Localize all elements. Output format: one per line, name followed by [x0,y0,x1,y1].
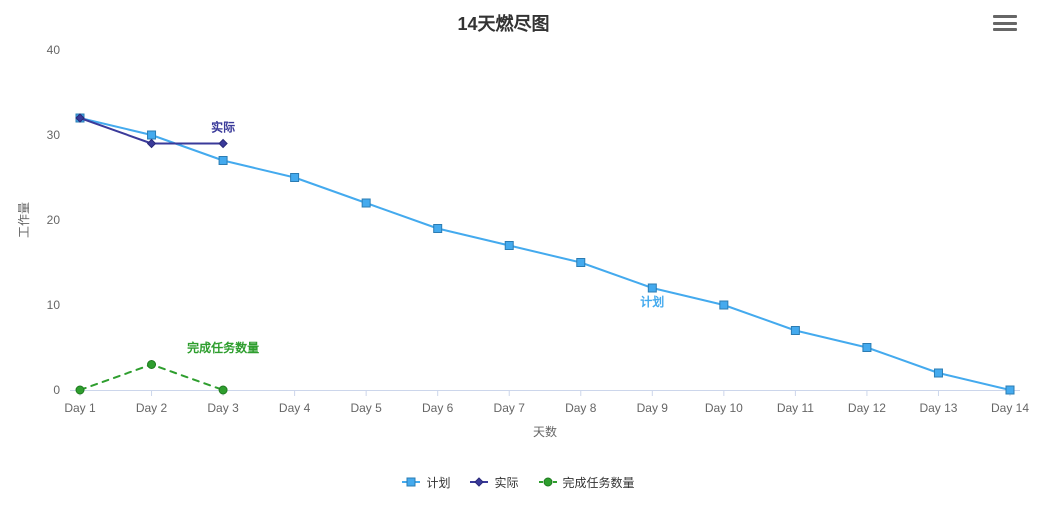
legend-symbol [470,475,488,489]
x-axis-tick-label: Day 9 [637,401,669,415]
y-axis-title: 工作量 [17,202,31,238]
series-marker[interactable] [291,174,299,182]
chart-legend: 计划 实际 完成任务数量 [0,474,1037,493]
x-axis-tick-label: Day 10 [705,401,743,415]
burndown-chart: 14天燃尽图 010203040Day 1Day 2Day 3Day 4Day … [0,0,1037,510]
legend-item[interactable]: 实际 [470,474,518,491]
series-inline-label: 实际 [211,120,235,135]
x-axis-tick-label: Day 12 [848,401,886,415]
series-marker[interactable] [434,225,442,233]
y-axis-tick-label: 10 [47,298,61,312]
x-axis-tick-label: Day 4 [279,401,311,415]
series-marker[interactable] [219,157,227,165]
y-axis-tick-label: 0 [53,383,60,397]
x-axis-tick-label: Day 8 [565,401,597,415]
legend-symbol [539,475,557,489]
legend-label: 计划 [426,474,450,491]
series-marker[interactable] [505,242,513,250]
series-marker[interactable] [219,386,227,394]
legend-label: 实际 [494,474,518,491]
series-marker[interactable] [148,140,156,148]
legend-symbol [402,475,420,489]
y-axis-tick-label: 30 [47,128,61,142]
x-axis-tick-label: Day 7 [494,401,526,415]
legend-item[interactable]: 计划 [402,474,450,491]
x-axis-tick-label: Day 1 [64,401,96,415]
legend-item[interactable]: 完成任务数量 [539,474,635,491]
series-marker[interactable] [219,140,227,148]
x-axis-title: 天数 [533,424,557,439]
series-marker[interactable] [1006,386,1014,394]
series-marker[interactable] [934,369,942,377]
series-marker[interactable] [577,259,585,267]
y-axis-tick-label: 40 [47,43,61,57]
series-marker[interactable] [76,386,84,394]
series-marker[interactable] [720,301,728,309]
series-marker[interactable] [362,199,370,207]
y-axis-tick-label: 20 [47,213,61,227]
series-marker[interactable] [148,131,156,139]
series-marker[interactable] [863,344,871,352]
legend-label: 完成任务数量 [563,474,635,491]
plot-area: 0 10 20 30 40 Day 1 Day 2 Day 3 Day 4 Day 5 Day 6 D… [0,0,1037,510]
series-marker[interactable] [648,284,656,292]
series-inline-label: 完成任务数量 [187,340,259,355]
x-axis-tick-label: Day 13 [919,401,957,415]
series-marker[interactable] [791,327,799,335]
series-inline-label: 计划 [640,294,664,309]
x-axis-tick-label: Day 11 [777,401,814,415]
x-axis-tick-label: Day 2 [136,401,168,415]
x-axis-tick-label: Day 5 [350,401,382,415]
x-axis-tick-label: Day 14 [991,401,1029,415]
series-marker[interactable] [148,361,156,369]
x-axis-tick-label: Day 3 [207,401,239,415]
x-axis-tick-label: Day 6 [422,401,454,415]
